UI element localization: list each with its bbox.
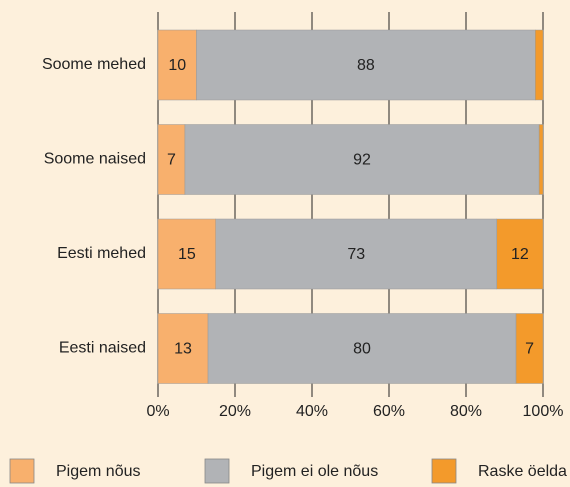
x-tick-label: 80%	[450, 403, 482, 420]
value-label: 92	[353, 152, 371, 169]
category-label: Soome naised	[44, 151, 146, 168]
bar-segment	[538, 124, 544, 195]
legend-swatch	[431, 458, 457, 484]
category-label: Soome mehed	[42, 56, 146, 73]
legend-swatch	[204, 458, 230, 484]
value-label: 13	[174, 341, 192, 358]
legend-label: Pigem nõus	[56, 463, 141, 480]
legend-label: Pigem ei ole nõus	[251, 463, 378, 480]
bar-segment	[157, 29, 197, 101]
legend-swatch	[9, 458, 35, 484]
x-tick-label: 40%	[296, 403, 328, 420]
value-label: 10	[168, 57, 186, 74]
value-label: 15	[178, 246, 196, 263]
value-label: 7	[525, 341, 534, 358]
category-label: Eesti naised	[59, 340, 146, 357]
legend-label: Raske öelda	[478, 463, 567, 480]
x-tick-label: 60%	[373, 403, 405, 420]
value-label: 80	[353, 341, 371, 358]
x-tick-label: 100%	[523, 403, 564, 420]
value-label: 73	[347, 246, 365, 263]
bar-segment	[515, 313, 544, 384]
category-label: Eesti mehed	[57, 245, 146, 262]
bar-segment	[184, 124, 540, 195]
bar-segment	[157, 218, 216, 290]
value-label: 7	[167, 152, 176, 169]
x-tick-label: 20%	[219, 403, 251, 420]
value-label: 88	[357, 57, 375, 74]
value-label: 12	[511, 246, 529, 263]
bar-segment	[157, 313, 209, 384]
bar-segment	[215, 218, 498, 290]
bar-segment	[496, 218, 544, 290]
x-tick-label: 0%	[146, 403, 169, 420]
bar-segment	[535, 29, 544, 101]
bar-segment	[207, 313, 517, 384]
